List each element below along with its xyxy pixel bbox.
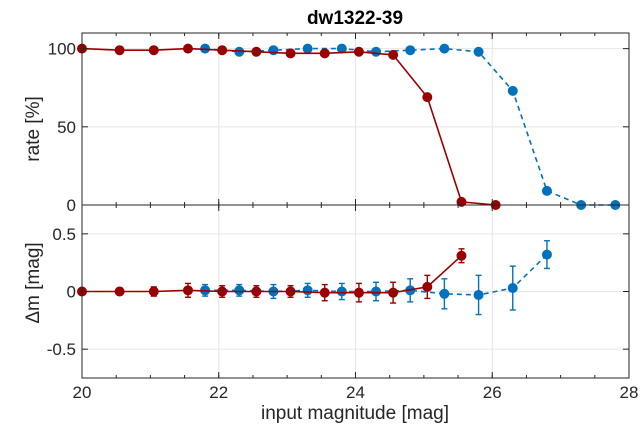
data-point [422,281,433,292]
x-tick-label: 24 [346,383,365,402]
data-point [371,46,382,57]
data-point [114,286,125,297]
data-point [182,43,193,54]
y-tick-label: 0 [67,196,76,215]
data-point [456,250,467,261]
y-tick-label: -0.5 [47,340,76,359]
data-point [456,196,467,207]
data-point [439,288,450,299]
data-point [148,45,159,56]
y-tick-label: 0.5 [52,225,76,244]
data-point [234,285,245,296]
x-tick-label: 20 [73,383,92,402]
data-layer [77,43,621,316]
bottom-y-axis-title: Δm [mag] [23,242,44,323]
data-point [439,43,450,54]
data-point [422,92,433,103]
y-tick-label: 100 [48,40,76,59]
data-point [473,289,484,300]
data-point [217,45,228,56]
data-point [507,283,518,294]
data-point [473,46,484,57]
y-tick-label: 50 [57,118,76,137]
y-tick-label: 0 [67,283,76,302]
data-point [319,48,330,59]
data-point [302,285,313,296]
data-point [541,249,552,260]
data-point [371,286,382,297]
data-point [541,185,552,196]
chart-title: dw1322-39 [307,8,403,29]
x-axis-title: input magnitude [mag] [261,403,449,424]
data-point [251,286,262,297]
data-point [507,85,518,96]
data-point [353,287,364,298]
data-point [285,48,296,59]
data-point [319,287,330,298]
data-point [217,286,228,297]
data-point [388,287,399,298]
label-layer: dw1322-39 input magnitude [mag] rate [%]… [23,8,449,424]
data-point [388,49,399,60]
data-point [114,45,125,56]
data-point [182,285,193,296]
data-point [251,46,262,57]
data-point [336,286,347,297]
x-tick-label: 26 [483,383,502,402]
axes-layer: 0 50 100 0.5 0 -0.5 20 22 24 26 28 [47,32,639,402]
data-point [353,46,364,57]
data-point [405,45,416,56]
data-point [148,286,159,297]
x-tick-label: 28 [620,383,639,402]
data-point [285,286,296,297]
data-point [302,43,313,54]
series-line [82,255,463,294]
x-tick-label: 22 [209,383,228,402]
top-y-axis-title: rate [%] [23,96,44,161]
